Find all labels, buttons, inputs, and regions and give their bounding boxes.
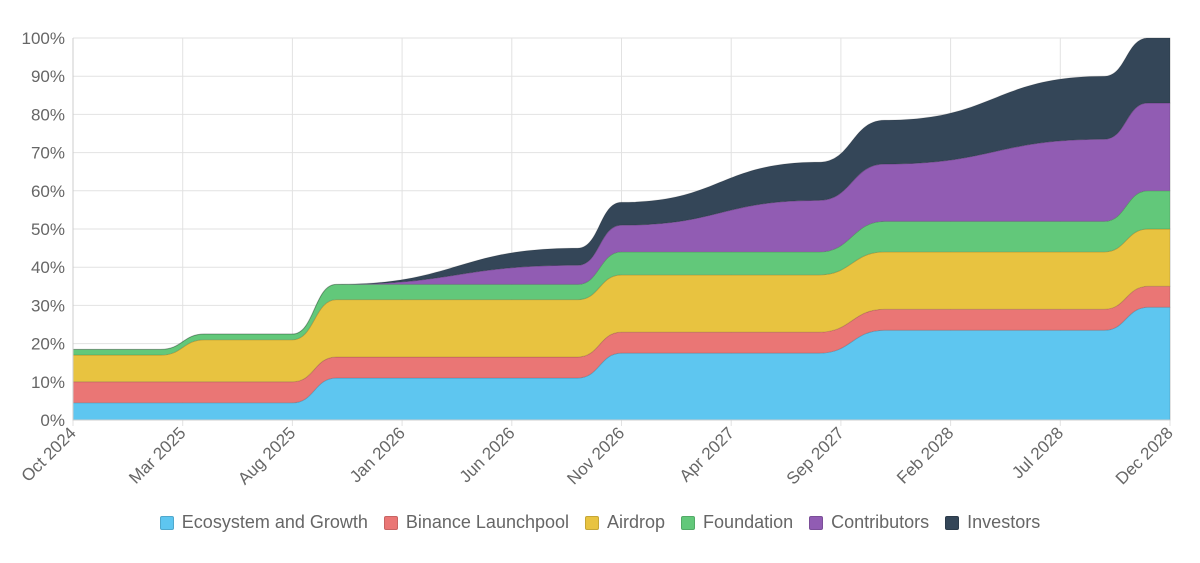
- y-tick-label: 30%: [31, 296, 65, 315]
- y-tick-label: 40%: [31, 258, 65, 277]
- legend-item-contributors[interactable]: Contributors: [809, 512, 929, 533]
- x-tick-label: Mar 2025: [125, 423, 189, 487]
- y-tick-label: 100%: [22, 29, 65, 48]
- legend-swatch: [809, 515, 824, 530]
- legend-item-binance-launchpool[interactable]: Binance Launchpool: [383, 512, 570, 533]
- x-tick-label: Oct 2024: [18, 423, 80, 485]
- y-tick-label: 70%: [31, 144, 65, 163]
- y-tick-label: 50%: [31, 220, 65, 239]
- legend-label: Contributors: [831, 512, 930, 532]
- legend-label: Ecosystem and Growth: [181, 512, 368, 532]
- x-tick-label: Aug 2025: [234, 423, 299, 488]
- area-series-investors[interactable]: [73, 37, 1171, 350]
- y-tick-label: 0%: [40, 411, 65, 430]
- y-tick-label: 90%: [31, 67, 65, 86]
- y-tick-label: 20%: [31, 335, 65, 354]
- legend-swatch: [585, 515, 600, 530]
- legend-swatch: [383, 515, 398, 530]
- x-tick-label: Jul 2028: [1008, 423, 1067, 482]
- legend-label: Binance Launchpool: [405, 512, 570, 532]
- stacked-area-chart: 0% 10% 20% 30% 40% 50% 60% 70% 80% 90% 100% Oct 202…: [18, 29, 1177, 488]
- legend-item-airdrop[interactable]: Airdrop: [585, 512, 665, 533]
- x-tick-label: Jun 2026: [456, 423, 519, 486]
- x-tick-label: Sep 2027: [783, 423, 848, 488]
- legend-item-investors[interactable]: Investors: [945, 512, 1040, 533]
- x-tick-label: Feb 2028: [893, 423, 957, 487]
- legend-swatch: [945, 515, 960, 530]
- legend-label: Foundation: [703, 512, 794, 532]
- x-tick-label: Apr 2027: [676, 423, 738, 485]
- y-tick-label: 80%: [31, 105, 65, 124]
- legend-swatch: [681, 515, 696, 530]
- legend: Ecosystem and Growth Binance Launchpool Ai…: [0, 512, 1200, 533]
- legend-item-foundation[interactable]: Foundation: [681, 512, 793, 533]
- y-tick-label: 10%: [31, 373, 65, 392]
- x-tick-label: Jan 2026: [346, 423, 409, 486]
- y-tick-label: 60%: [31, 182, 65, 201]
- legend-label: Investors: [967, 512, 1041, 532]
- legend-label: Airdrop: [607, 512, 666, 532]
- legend-item-ecosystem-and-growth[interactable]: Ecosystem and Growth: [159, 512, 368, 533]
- x-tick-label: Nov 2026: [563, 423, 628, 488]
- x-tick-label: Dec 2028: [1112, 423, 1177, 488]
- legend-swatch: [159, 515, 174, 530]
- area-series-group: [72, 37, 1171, 421]
